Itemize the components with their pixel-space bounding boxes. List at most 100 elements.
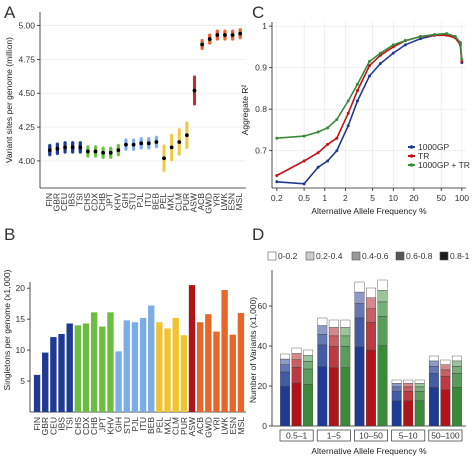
panel-d-bar-segment [317,325,328,335]
panel-c: 0.7 0.8 0.9 1 0.2 0.5 1 2 5 10 20 50 100 1000GPTR10… [240,21,470,216]
panel-a-x-tick-label: CHS [82,193,92,211]
panel-d-bar-segment [366,349,376,427]
panel-b-y-tick-label: 10 [16,345,26,355]
panel-a-mean-point [169,145,174,150]
panel-d-bar-segment [340,367,351,427]
panel-d-bar-segment [451,366,462,374]
panel-d-legend-label: 0.4-0.6 [362,251,389,261]
panel-c-series-point [326,126,330,130]
panel-c-series-point [335,136,339,140]
panel-c-series-point [302,182,306,186]
panel-c-series-point [391,43,395,47]
panel-c-series-point [458,41,462,45]
panel-b-x-tick-label: GBR [40,417,50,435]
panel-c-series-point [378,62,382,65]
panel-c-series-point [460,59,464,63]
panel-b-bar [99,326,106,412]
panel-d-bar-segment [317,366,328,427]
panel-a-x-tick-label: IBS [67,193,77,207]
panel-a-mean-point [93,149,98,154]
panel-a-x-tick-label: PJL [135,193,145,208]
panel-c-series-point [368,64,372,68]
panel-d-bar-segment [377,290,388,303]
panel-d-bar-segment [428,360,439,367]
panel-d-legend-label: 0.2-0.4 [316,251,343,261]
panel-a-mean-point [215,33,220,37]
panel-c-series-point [302,134,306,138]
panel-b-x-tick-label: CHS [73,417,83,435]
panel-d-bar-segment [303,355,314,362]
panel-d-group-box [354,429,388,442]
panel-d-y-label: Number of Variants (x1,000) [248,297,258,403]
panel-d-group-label: 10–50 [359,431,383,441]
panel-a-mean-point [85,149,90,154]
panel-a-point [200,38,204,43]
panel-b-x-tick-label: ESN [228,417,238,434]
panel-c-y-tick-label: 0.8 [255,104,267,114]
panel-a-x-tick-label: CEU [59,193,69,211]
panel-d-bar-segment [414,386,425,392]
panel-b-bar [107,312,114,412]
panel-a-point [116,143,120,147]
panel-c-x-tick-label: 0.2 [271,193,283,203]
panel-d-bar-segment [428,373,439,388]
panel-d-bar-segment [328,335,339,347]
panel-a-x-tick-label: TSI [74,193,84,206]
panel-a-letter: A [4,3,16,22]
panel-b-bar [180,335,188,412]
panel-d-letter: D [252,225,264,244]
panel-a-x-ticks: FINGBRCEUIBSTSICHSCDXCHBJPTKHVGIHSTUPJLI… [44,193,244,214]
panel-b-bar [58,334,65,412]
panel-c-series-point [275,136,279,140]
panel-c-legend-label: TR [418,151,429,161]
panel-a-mean-point [154,140,159,144]
panel-a-grid [40,25,246,162]
panel-c-legend-label: 1000GP [418,142,450,152]
panel-a-mean-point [192,88,197,93]
panel-a-x-tick-label: YRI [211,193,221,207]
panel-d-bar-segment [354,303,365,319]
panel-b-x-tick-label: BEB [146,417,156,434]
panel-d-bar-segment [440,369,451,377]
panel-c-letter: C [252,3,264,22]
panel-c-series-point [355,99,359,103]
panel-d-legend: 0-0.2 0.2-0.4 0.4-0.6 0.6-0.8 0.8-1 [267,251,470,261]
panel-b-bar [82,323,90,412]
panel-d-bar-segment [280,386,291,427]
panel-d-bar-segment [391,400,402,427]
panel-c-series-point [419,37,423,41]
panel-a-point [48,143,52,147]
panel-a-mean-point [200,42,205,47]
panel-d-bar-segment [414,379,425,384]
panel-b-y-ticks: 5 10 15 20 [16,283,30,386]
panel-b-bars [33,285,245,412]
panel-d-group-box [279,429,314,442]
panel-d-legend-swatch [267,251,277,261]
panel-b-x-ticks: FINGBRCEUIBSTSICHSCDXCHBJPTKHVGIHSTUPJLI… [32,417,246,438]
panel-c-y-ticks: 0.7 0.8 0.9 1 [255,21,272,156]
panel-a-mean-point [162,156,166,161]
panel-a-mean-point [184,133,189,138]
panel-a-point [78,141,82,145]
panel-d-bar-segment [280,353,291,360]
panel-b-x-tick-label: LWK [220,417,230,435]
panel-a-x-tick-label: LWK [219,193,229,211]
panel-c-x-tick-label: 0.5 [298,193,310,203]
panel-d-bar-segment [317,317,328,326]
panel-d-x-label: Alternative Allele Frequency % [311,446,427,456]
panel-b-x-tick-label: PJL [130,417,140,432]
panel-d-group-box [391,429,426,442]
panel-c-series-point [460,57,464,61]
panel-c-series-point [403,39,407,43]
panel-a-point [215,29,219,33]
panel-d-bar-segment [303,361,314,370]
panel-b-bar [164,328,171,412]
panel-c-legend-marker [409,163,414,167]
panel-d-bar-segment [340,327,351,337]
panel-a-x-tick-label: PUR [181,193,191,211]
panel-a-mean-point [238,31,243,36]
panel-a-point [101,146,105,150]
panel-a-point [139,136,143,141]
panel-b-bar [66,323,73,412]
